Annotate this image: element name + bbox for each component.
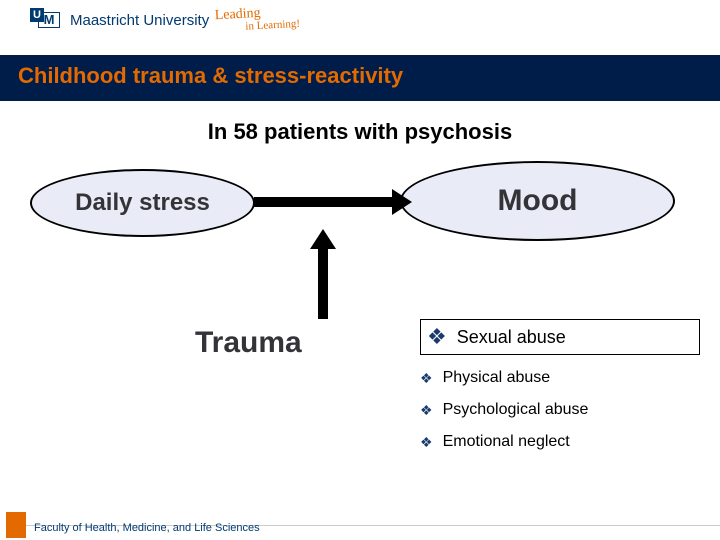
- university-logo: M U Maastricht University: [30, 8, 690, 32]
- header: M U Maastricht University Leading in Lea…: [0, 0, 720, 55]
- node-mood-label: Mood: [498, 184, 578, 218]
- list-item-label: Physical abuse: [443, 369, 551, 387]
- arrow-stress-to-mood-icon: [254, 197, 394, 207]
- trauma-types-list: ❖ Sexual abuse ❖ Physical abuse ❖ Psycho…: [420, 319, 700, 465]
- list-item-label: Sexual abuse: [457, 327, 566, 348]
- tagline: Leading in Learning!: [214, 4, 300, 34]
- bullet-icon: ❖: [420, 370, 433, 387]
- node-trauma: Trauma: [195, 326, 302, 360]
- list-item-label: Emotional neglect: [443, 433, 570, 451]
- list-item: ❖ Physical abuse: [420, 369, 700, 387]
- page-title: Childhood trauma & stress-reactivity: [18, 63, 702, 89]
- list-item: ❖ Psychological abuse: [420, 401, 700, 419]
- footer-accent-icon: [6, 512, 26, 538]
- node-daily-stress: Daily stress: [30, 169, 255, 237]
- list-item: ❖ Emotional neglect: [420, 433, 700, 451]
- university-name: Maastricht University: [70, 12, 209, 29]
- title-band: Childhood trauma & stress-reactivity: [0, 55, 720, 101]
- list-item-label: Psychological abuse: [443, 401, 589, 419]
- arrow-trauma-up-icon: [318, 247, 328, 319]
- logo-u: U: [30, 8, 44, 22]
- bullet-icon: ❖: [427, 324, 447, 350]
- list-item: ❖ Sexual abuse: [420, 319, 700, 355]
- bullet-icon: ❖: [420, 402, 433, 419]
- content-area: In 58 patients with psychosis Daily stre…: [0, 101, 720, 521]
- node-mood: Mood: [400, 161, 675, 241]
- node-daily-stress-label: Daily stress: [75, 189, 210, 217]
- footer-faculty: Faculty of Health, Medicine, and Life Sc…: [34, 522, 260, 534]
- subtitle: In 58 patients with psychosis: [0, 119, 720, 145]
- bullet-icon: ❖: [420, 434, 433, 451]
- logo-mark-icon: M U: [30, 8, 64, 32]
